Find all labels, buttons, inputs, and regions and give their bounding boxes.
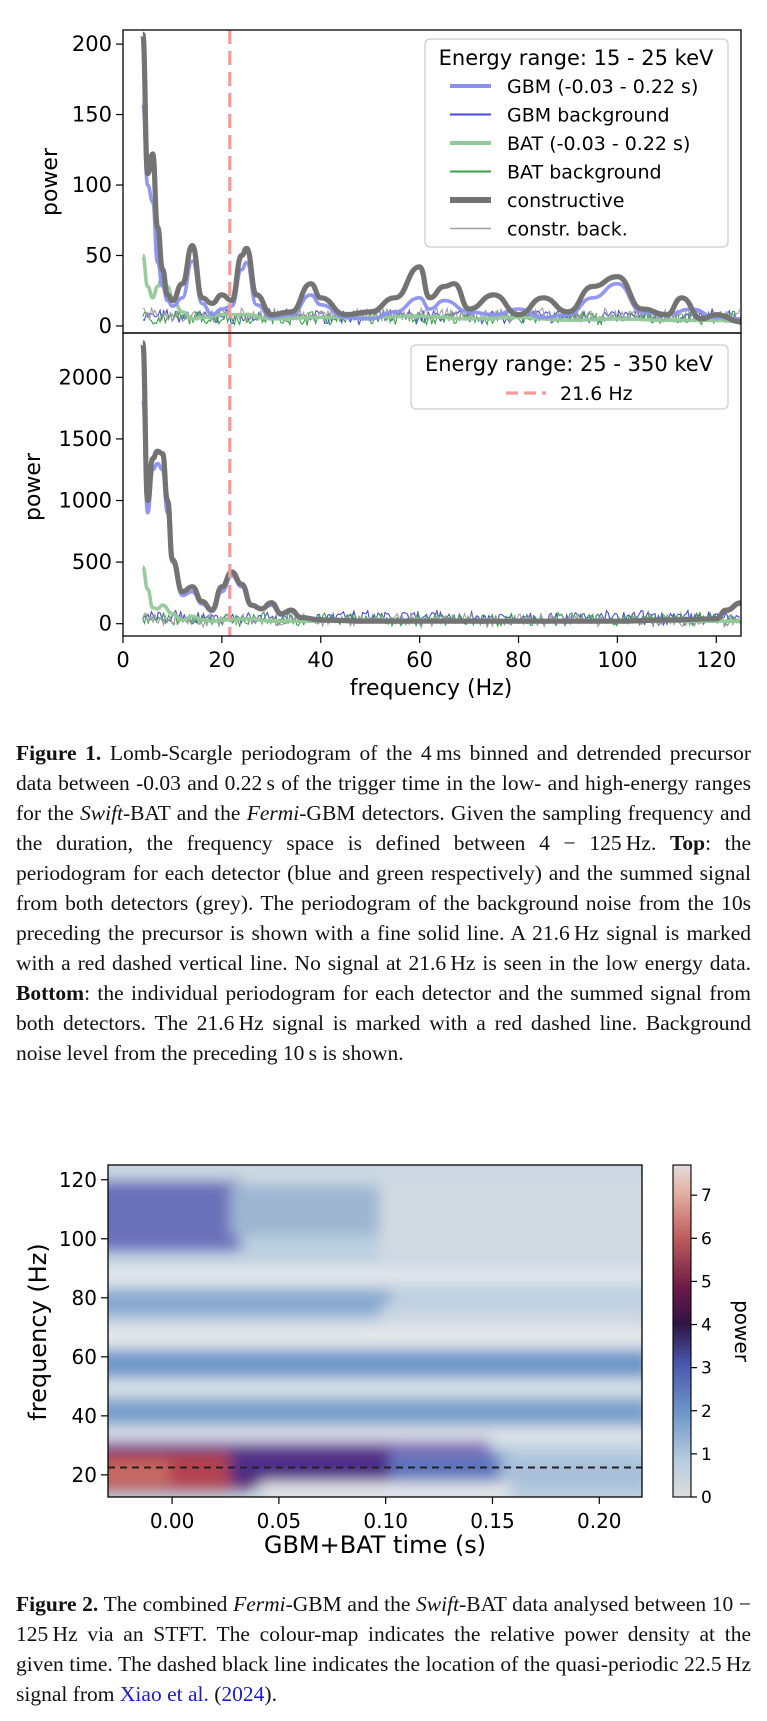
figure-1-caption-label: Figure 1. <box>16 741 102 765</box>
legend-label: BAT background <box>507 162 662 184</box>
colorbar-tick-label: 5 <box>701 1272 712 1292</box>
x-ticks: 0 20 40 60 80 100 120 <box>116 636 736 672</box>
colorbar-tick-label: 0 <box>701 1488 712 1508</box>
x-tick-label: 20 <box>209 648 236 672</box>
y-tick-label: 2000 <box>59 365 112 389</box>
colorbar-tick-label: 4 <box>701 1316 712 1336</box>
stft-xlabel: GBM+BAT time (s) <box>264 1531 486 1559</box>
top-yticks: 0 50 100 150 200 <box>72 32 123 338</box>
figure-2-caption-swift: Swift <box>416 1592 460 1616</box>
figure-2-caption-text: -GBM and the <box>285 1592 417 1616</box>
legend-label: constr. back. <box>507 219 628 241</box>
colorbar-tick-label: 3 <box>701 1359 712 1379</box>
citation-year-link[interactable]: 2024 <box>221 1682 265 1706</box>
stft-y-tick-label: 40 <box>72 1404 97 1428</box>
figure-2-caption: Figure 2. The combined Fermi-GBM and the… <box>16 1589 751 1709</box>
colorbar-tick-label: 7 <box>701 1186 712 1206</box>
stft-yticks: 20 40 60 80 100 120 <box>59 1168 108 1487</box>
x-tick-label: 120 <box>696 648 736 672</box>
y-tick-label: 1500 <box>59 427 112 451</box>
stft-y-tick-label: 100 <box>59 1227 97 1251</box>
figure-1-caption-fermi: Fermi <box>246 801 300 825</box>
top-panel: 0 50 100 150 200 power Energy range: 15 - 25… <box>38 29 742 338</box>
bottom-yticks: 0 500 1000 1500 2000 <box>59 365 123 636</box>
y-tick-label: 0 <box>99 314 112 338</box>
x-tick-label: 40 <box>307 648 334 672</box>
colorbar-tick-label: 1 <box>701 1445 712 1465</box>
bottom-legend: Energy range: 25 - 350 keV 21.6 Hz <box>410 344 729 410</box>
stft-y-tick-label: 80 <box>72 1286 97 1310</box>
series-line-gbm-0-03-0-22-s- <box>141 397 741 624</box>
figure-2-caption-fermi: Fermi <box>233 1592 286 1616</box>
figure-1-caption-top: Top <box>670 831 706 855</box>
legend-label: BAT (-0.03 - 0.22 s) <box>507 133 690 155</box>
stft-xticks: 0.00 0.05 0.10 0.15 0.20 <box>150 1497 622 1533</box>
series-line-constructive <box>140 31 741 325</box>
citation-paren: ( <box>208 1682 222 1706</box>
bottom-legend-title: Energy range: 25 - 350 keV <box>425 352 714 376</box>
colorbar-ticks: 0 1 2 3 4 5 6 7 <box>691 1186 712 1508</box>
figure-1-caption-text: Lomb-Scargle periodogram of the 4 ms bin… <box>16 741 751 825</box>
bottom-series <box>140 340 741 624</box>
colorbar-tick-label: 6 <box>701 1229 712 1249</box>
colorbar-tick-label: 2 <box>701 1402 712 1422</box>
y-tick-label: 0 <box>99 612 112 636</box>
stft-x-tick-label: 0.05 <box>257 1509 302 1533</box>
bottom-ylabel: power <box>21 452 46 521</box>
top-legend: Energy range: 15 - 25 keV GBM (-0.03 - 0… <box>424 38 729 248</box>
top-legend-title: Energy range: 15 - 25 keV <box>439 46 714 70</box>
y-tick-label: 150 <box>72 103 112 127</box>
stft-frame <box>107 1164 643 1498</box>
legend-label: constructive <box>507 190 624 212</box>
x-tick-label: 80 <box>505 648 532 672</box>
stft-x-tick-label: 0.15 <box>470 1509 515 1533</box>
series-line-gbm-0-03-0-22-s- <box>141 101 741 321</box>
stft-y-tick-label: 120 <box>59 1168 97 1192</box>
figure-1-caption-swift: Swift <box>80 801 124 825</box>
stft-colorbar: 0 1 2 3 4 5 6 7 power <box>672 1164 754 1508</box>
stft-x-tick-label: 0.00 <box>150 1509 195 1533</box>
top-series <box>140 31 741 325</box>
citation-link[interactable]: Xiao et al. <box>119 1682 209 1706</box>
x-tick-label: 100 <box>597 648 637 672</box>
bottom-legend-label: 21.6 Hz <box>560 383 633 405</box>
stft-heatmap: 20 40 60 80 100 120 0.00 0.05 0.10 0.15 0.20 freq… <box>24 1164 643 1559</box>
figure-2-caption-label: Figure 2. <box>16 1592 99 1616</box>
x-axis-label: frequency (Hz) <box>350 676 513 701</box>
citation-paren: ). <box>264 1682 277 1706</box>
colorbar-label: power <box>730 1300 754 1363</box>
top-ylabel: power <box>38 147 63 216</box>
legend-label: GBM (-0.03 - 0.22 s) <box>507 76 698 98</box>
series-line-constructive <box>140 340 741 624</box>
bottom-panel-frame <box>122 332 742 637</box>
stft-ylabel: frequency (Hz) <box>24 1243 52 1420</box>
figure-1-caption-text: : the periodogram for each detector (blu… <box>16 831 751 975</box>
figure-1-caption-text: -GBM detectors. Given the sampling frequ… <box>16 801 752 855</box>
x-tick-label: 60 <box>406 648 433 672</box>
y-tick-label: 100 <box>72 173 112 197</box>
x-tick-label: 0 <box>116 648 129 672</box>
figure-1-caption-text: -BAT and the <box>123 801 247 825</box>
figure-2-caption-text: -BAT data analysed between 10 − 125 Hz v… <box>16 1592 751 1706</box>
figure-1-caption-bottom: Bottom <box>16 981 85 1005</box>
y-tick-label: 1000 <box>59 489 112 513</box>
y-tick-label: 500 <box>72 550 112 574</box>
bottom-panel: 0 500 1000 1500 2000 0 20 40 60 80 100 120 power f… <box>21 332 742 701</box>
stft-y-tick-label: 60 <box>72 1345 97 1369</box>
legend-label: GBM background <box>507 105 670 127</box>
figure-1-caption-text: : the individual periodogram for each de… <box>16 981 751 1065</box>
figure-1-caption: Figure 1. Lomb-Scargle periodogram of th… <box>16 738 751 1068</box>
stft-y-tick-label: 20 <box>72 1463 97 1487</box>
noise-line-constr-back- <box>142 306 741 325</box>
figure-2-caption-text: The combined <box>103 1592 234 1616</box>
stft-x-tick-label: 0.20 <box>577 1509 622 1533</box>
y-tick-label: 200 <box>72 32 112 56</box>
stft-x-tick-label: 0.10 <box>363 1509 408 1533</box>
y-tick-label: 50 <box>85 243 112 267</box>
